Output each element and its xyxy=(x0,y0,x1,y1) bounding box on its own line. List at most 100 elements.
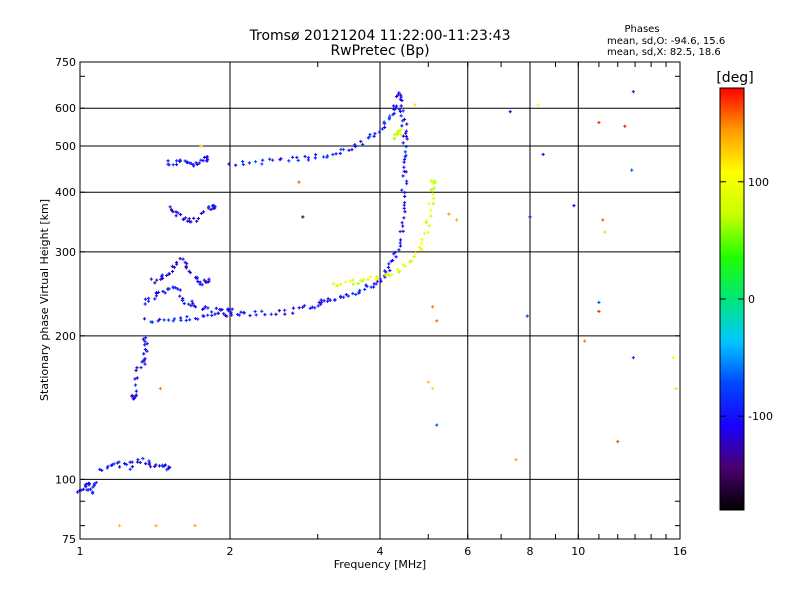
data-point-o xyxy=(206,313,210,317)
data-point-o xyxy=(396,93,400,97)
data-point-o xyxy=(274,312,278,316)
x-tick-label: 2 xyxy=(227,545,234,558)
data-point-o xyxy=(404,153,408,157)
data-point-o xyxy=(306,156,311,160)
x-tick-label: 8 xyxy=(527,545,534,558)
data-point-o xyxy=(388,268,392,273)
data-point-o xyxy=(236,312,240,317)
data-point-scattered xyxy=(525,314,529,318)
grid-lines xyxy=(80,62,680,539)
data-point-o xyxy=(170,208,174,213)
data-point-o xyxy=(214,306,218,310)
data-point-o xyxy=(130,394,135,398)
data-point-o xyxy=(183,216,188,220)
data-point-o xyxy=(170,269,175,274)
data-point-x xyxy=(392,132,396,137)
x-tick-label: 6 xyxy=(464,545,471,558)
data-point-o xyxy=(361,142,365,147)
data-point-o xyxy=(402,117,407,121)
data-point-o xyxy=(371,285,376,289)
data-point-o xyxy=(401,141,405,145)
data-point-o xyxy=(199,211,203,216)
data-point-o xyxy=(313,306,317,310)
data-point-o xyxy=(344,293,348,297)
data-point-o xyxy=(247,161,252,165)
data-point-o xyxy=(260,309,264,313)
data-point-o xyxy=(401,224,405,228)
data-point-o xyxy=(401,134,406,138)
y-tick-label: 500 xyxy=(55,140,76,153)
data-point-o xyxy=(166,318,171,322)
data-point-o xyxy=(171,163,175,167)
data-point-o xyxy=(134,394,138,398)
data-point-x xyxy=(374,278,378,282)
x-tick-label: 4 xyxy=(377,545,384,558)
data-point-scattered xyxy=(435,423,439,427)
data-point-o xyxy=(296,158,300,163)
data-point-o xyxy=(191,302,195,306)
data-point-x xyxy=(423,231,427,236)
data-point-o xyxy=(301,305,305,309)
data-point-scattered xyxy=(631,90,635,94)
data-point-o xyxy=(404,179,409,183)
data-point-o xyxy=(178,294,182,298)
data-point-o xyxy=(135,366,139,370)
data-point-o xyxy=(404,170,408,174)
chart-subtitle: RwPretec (Bp) xyxy=(330,43,429,59)
data-point-scattered xyxy=(193,524,197,528)
data-point-x xyxy=(424,219,428,223)
data-point-o xyxy=(143,297,148,301)
data-point-o xyxy=(334,152,338,156)
data-point-o xyxy=(223,313,227,318)
data-point-o xyxy=(319,298,323,302)
data-point-x xyxy=(429,208,433,212)
data-point-o xyxy=(209,310,214,314)
data-point-o xyxy=(86,488,90,492)
data-point-o xyxy=(202,314,206,318)
data-point-o xyxy=(187,302,191,306)
data-point-x xyxy=(418,245,422,249)
data-point-o xyxy=(105,466,109,470)
data-point-o xyxy=(404,129,408,133)
data-point-o xyxy=(163,463,168,467)
data-point-x xyxy=(431,202,435,206)
data-point-o xyxy=(328,298,332,302)
data-point-o xyxy=(181,257,185,261)
data-point-o xyxy=(313,156,317,160)
data-point-o xyxy=(347,148,351,152)
data-point-o xyxy=(193,316,198,321)
data-point-o xyxy=(109,463,113,467)
data-point-o xyxy=(302,304,306,308)
data-point-o xyxy=(290,155,295,159)
data-point-o xyxy=(161,464,165,469)
data-point-x xyxy=(366,278,370,282)
data-point-scattered xyxy=(158,387,163,391)
data-point-x xyxy=(420,237,424,242)
data-point-o xyxy=(277,309,281,313)
data-point-o xyxy=(185,262,189,266)
data-point-o xyxy=(398,97,402,101)
data-point-scattered xyxy=(630,168,634,172)
data-point-x xyxy=(429,214,433,218)
data-point-o xyxy=(88,487,93,491)
data-point-o xyxy=(374,282,378,286)
data-point-x xyxy=(412,254,416,259)
data-point-scattered xyxy=(631,356,635,360)
data-point-o xyxy=(398,241,402,245)
data-point-o xyxy=(138,460,142,465)
data-point-x xyxy=(430,189,434,193)
data-point-o xyxy=(402,165,406,169)
data-point-o xyxy=(98,467,102,472)
data-point-o xyxy=(402,200,407,205)
data-point-o xyxy=(140,360,144,364)
data-point-scattered xyxy=(447,212,451,216)
data-point-x xyxy=(394,133,399,137)
data-point-o xyxy=(241,159,245,164)
data-point-scattered xyxy=(199,144,203,148)
data-point-o xyxy=(153,297,157,301)
x-tick-label: 1 xyxy=(77,545,84,558)
data-point-o xyxy=(75,490,80,494)
data-point-o xyxy=(143,343,147,347)
data-point-o xyxy=(143,347,148,352)
y-tick-label: 75 xyxy=(62,533,76,546)
